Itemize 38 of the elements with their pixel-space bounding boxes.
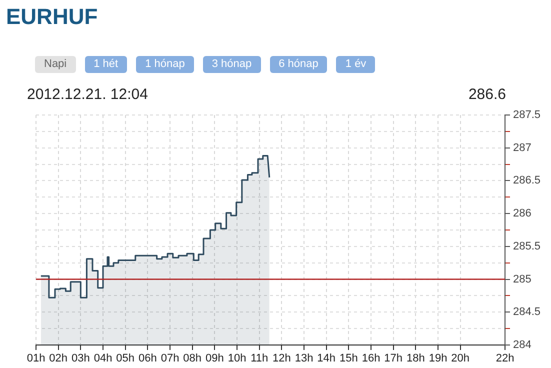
x-tick-label: 10h xyxy=(228,352,246,365)
text: 1 hónap xyxy=(136,56,194,73)
x-tick-label: 05h xyxy=(116,352,135,365)
x-tick-label: 22h xyxy=(496,352,514,365)
y-tick-label: 285 xyxy=(513,273,532,286)
text: 1 év xyxy=(336,56,376,73)
y-tick-label: 286.5 xyxy=(513,174,541,187)
x-tick-label: 11h xyxy=(250,352,268,365)
x-tick-label: 09h xyxy=(205,352,224,365)
x-tick-label: 12h xyxy=(272,352,291,365)
chart-title: EURHUF xyxy=(6,4,98,30)
y-tick-label: 284 xyxy=(513,339,532,352)
text: 1 hét xyxy=(84,56,128,73)
x-tick-label: 15h xyxy=(339,352,358,365)
text: 6 hónap xyxy=(270,56,328,73)
x-tick-label: 08h xyxy=(183,352,202,365)
text: 286.6 xyxy=(468,86,506,103)
y-tick-label: 285.5 xyxy=(513,240,541,252)
text: 2012.12.21. 12:04 xyxy=(27,86,148,103)
x-tick-label: 06h xyxy=(138,352,157,365)
x-tick-label: 17h xyxy=(384,352,403,365)
x-tick-label: 20h xyxy=(451,352,470,365)
x-tick-label: 13h xyxy=(294,352,314,365)
text: Napi xyxy=(35,56,76,73)
x-tick-label: 07h xyxy=(160,352,180,365)
y-tick-label: 287 xyxy=(513,142,532,154)
x-tick-label: 16h xyxy=(362,352,380,365)
x-tick-label: 04h xyxy=(94,352,112,365)
text: 3 hónap xyxy=(202,56,261,73)
x-tick-label: 01h xyxy=(26,352,46,365)
x-tick-label: 02h xyxy=(49,352,68,365)
x-tick-label: 14h xyxy=(317,352,336,365)
x-tick-label: 03h xyxy=(71,352,90,365)
x-tick-label: 19h xyxy=(428,352,448,365)
x-tick-label: 18h xyxy=(406,352,425,365)
y-tick-label: 287.5 xyxy=(513,109,541,122)
y-tick-label: 286 xyxy=(513,208,532,220)
y-tick-label: 284.5 xyxy=(513,306,541,318)
